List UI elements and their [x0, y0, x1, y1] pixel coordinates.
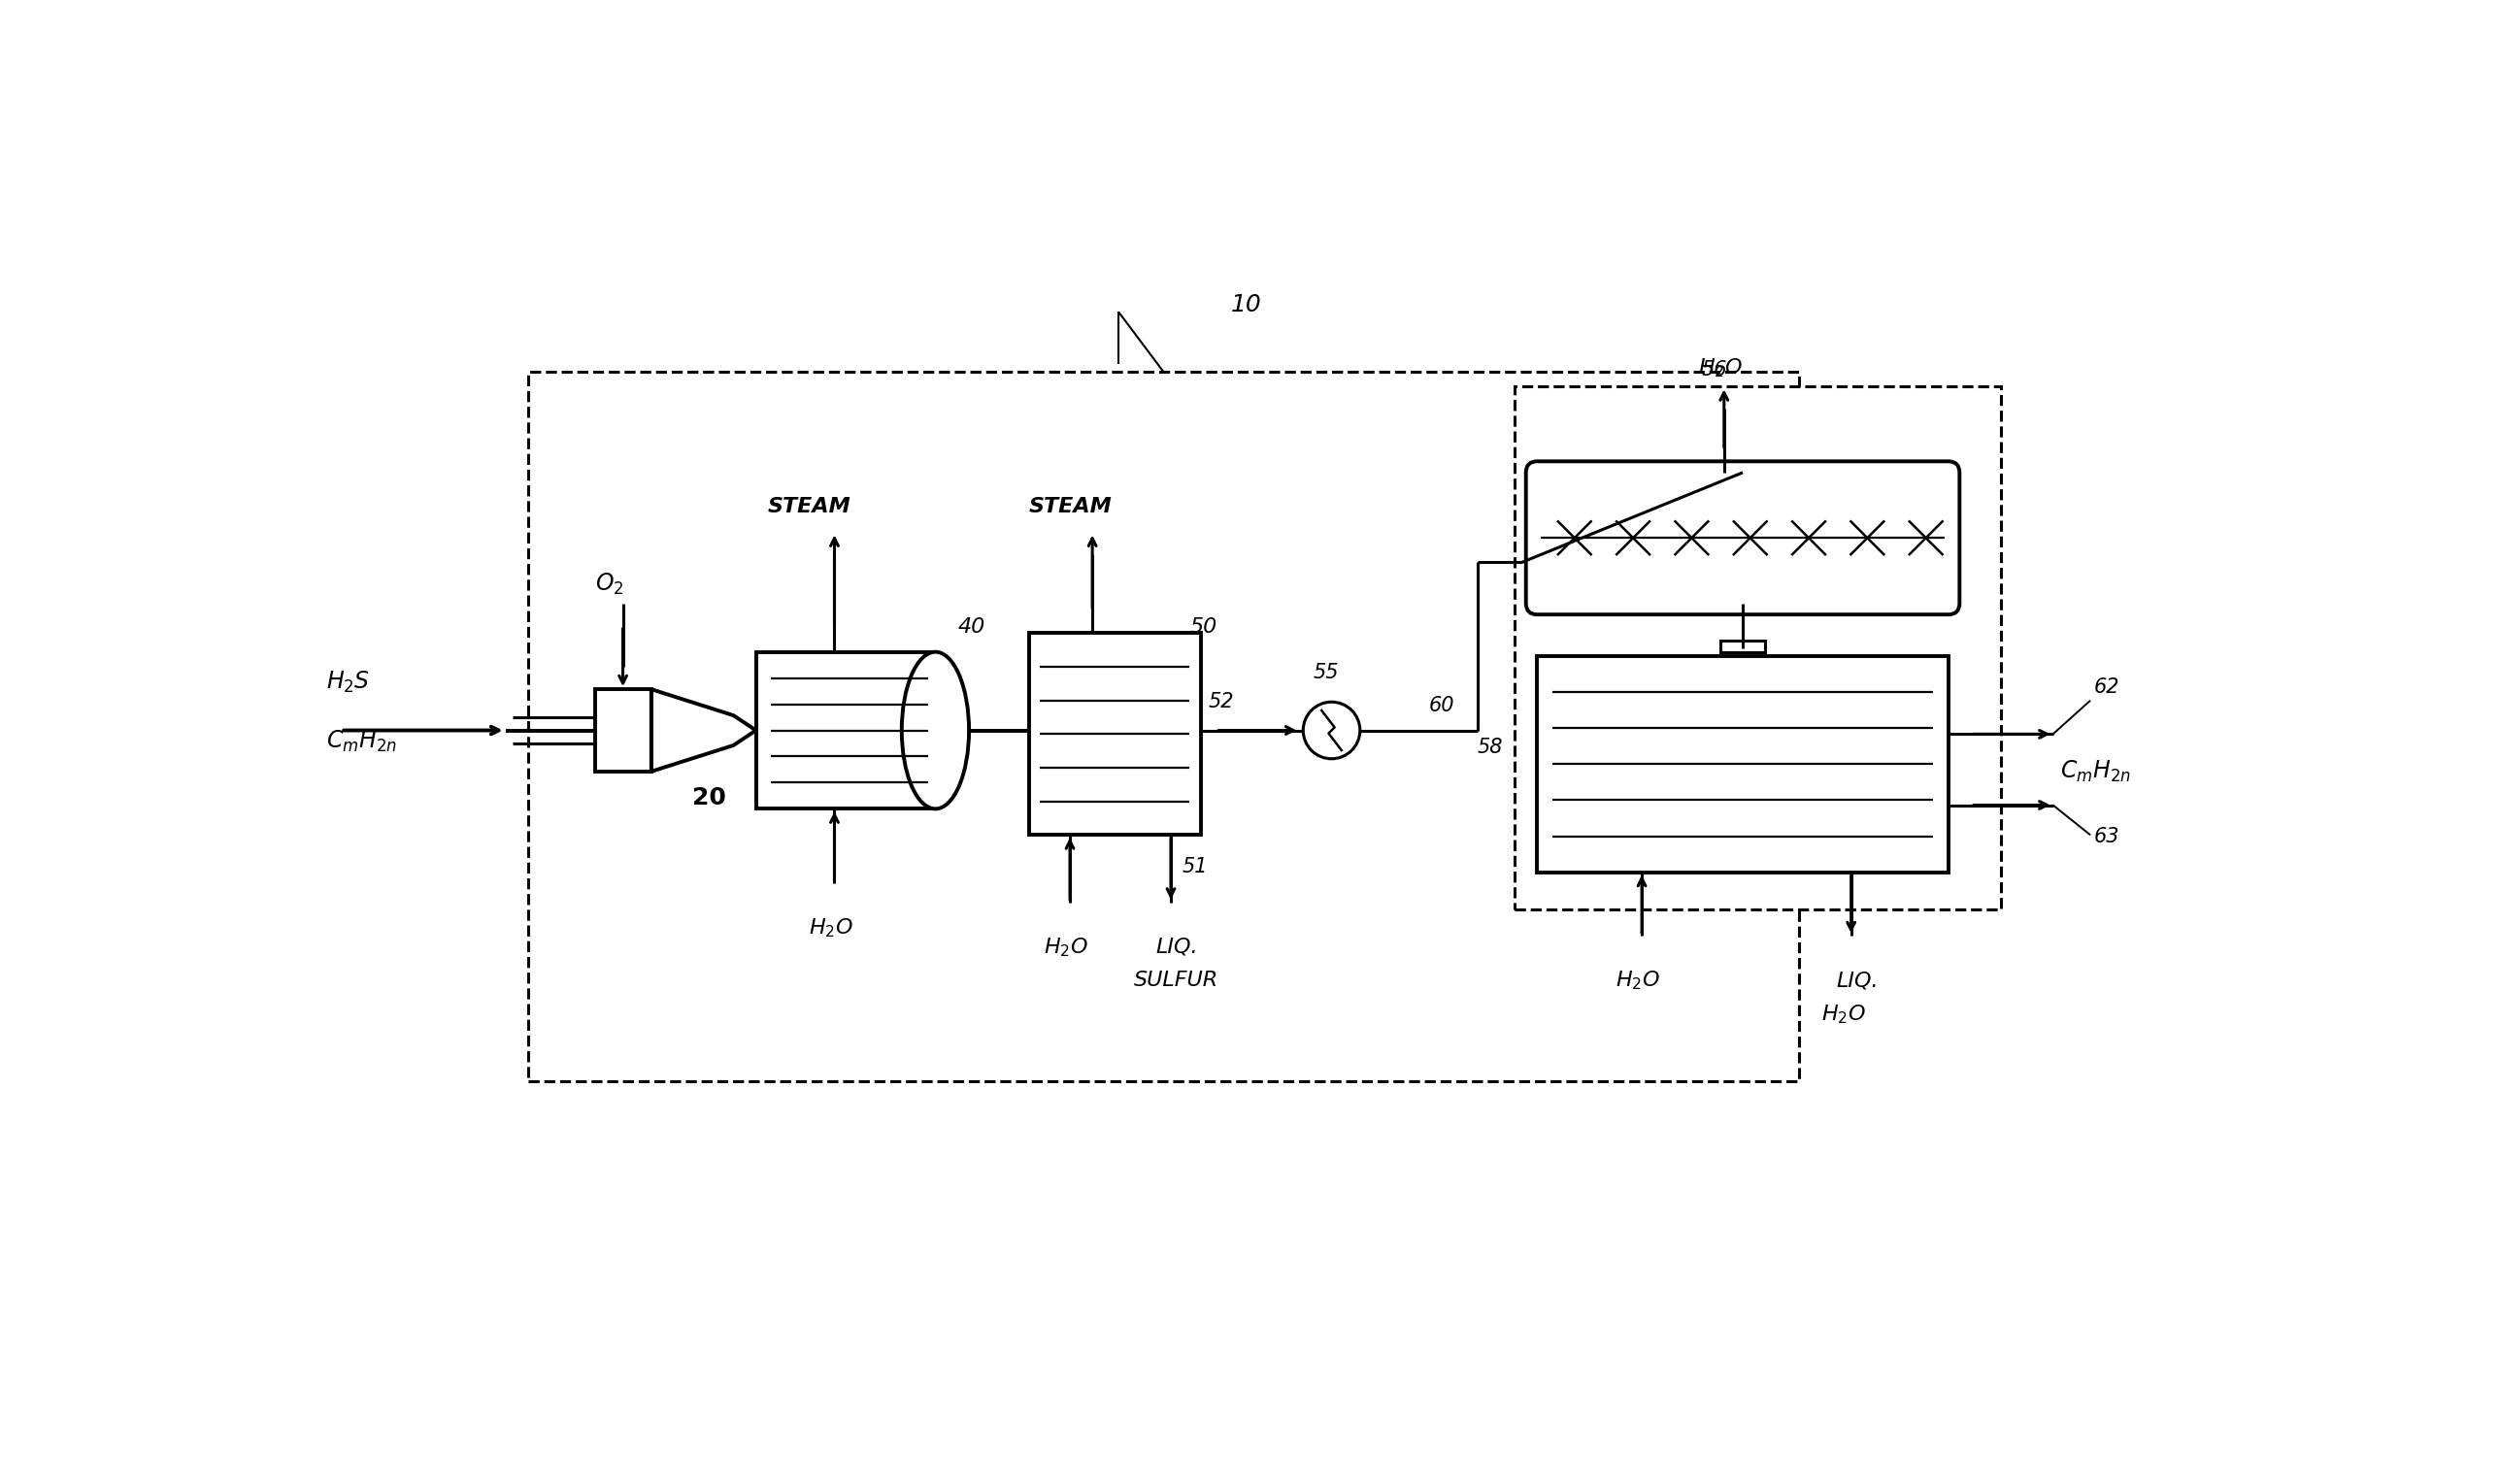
- Text: LIQ.: LIQ.: [1157, 938, 1197, 957]
- Text: $C_mH_{2n}$: $C_mH_{2n}$: [2062, 758, 2132, 784]
- Bar: [755, 651, 935, 809]
- Text: SULFUR: SULFUR: [1135, 971, 1217, 990]
- Text: $H_2O$: $H_2O$: [1045, 935, 1087, 959]
- Bar: [595, 689, 652, 772]
- Text: 52: 52: [1207, 693, 1235, 712]
- Bar: [1514, 387, 2002, 910]
- Text: STEAM: STEAM: [767, 497, 850, 516]
- Bar: [1030, 634, 1200, 835]
- Text: $H_2S$: $H_2S$: [325, 669, 370, 695]
- Bar: [1719, 641, 1764, 651]
- Text: $C_mH_{2n}$: $C_mH_{2n}$: [325, 729, 397, 754]
- Text: $O_2$: $O_2$: [595, 571, 625, 598]
- Text: 51: 51: [1182, 856, 1207, 876]
- Text: 55: 55: [1312, 662, 1339, 683]
- Text: $H_2O$: $H_2O$: [1617, 969, 1659, 993]
- FancyBboxPatch shape: [1527, 462, 1959, 614]
- Text: 10: 10: [1230, 292, 1262, 316]
- Ellipse shape: [902, 651, 970, 809]
- Text: 20: 20: [692, 787, 727, 809]
- Text: $H_2O$: $H_2O$: [807, 917, 852, 939]
- Text: 62: 62: [2094, 678, 2119, 697]
- Text: LIQ.: LIQ.: [1837, 971, 1879, 990]
- Bar: [1537, 656, 1949, 873]
- Text: STEAM: STEAM: [1030, 497, 1112, 516]
- Bar: [527, 371, 1799, 1082]
- Text: 63: 63: [2094, 827, 2119, 846]
- Text: 60: 60: [1429, 696, 1454, 715]
- Text: 50: 50: [1190, 617, 1217, 637]
- Text: 58: 58: [1477, 738, 1502, 757]
- Text: $H_2O$: $H_2O$: [1822, 1003, 1867, 1025]
- Text: 40: 40: [957, 617, 985, 637]
- Text: 56: 56: [1702, 359, 1727, 380]
- Text: $H_2O$: $H_2O$: [1697, 356, 1742, 380]
